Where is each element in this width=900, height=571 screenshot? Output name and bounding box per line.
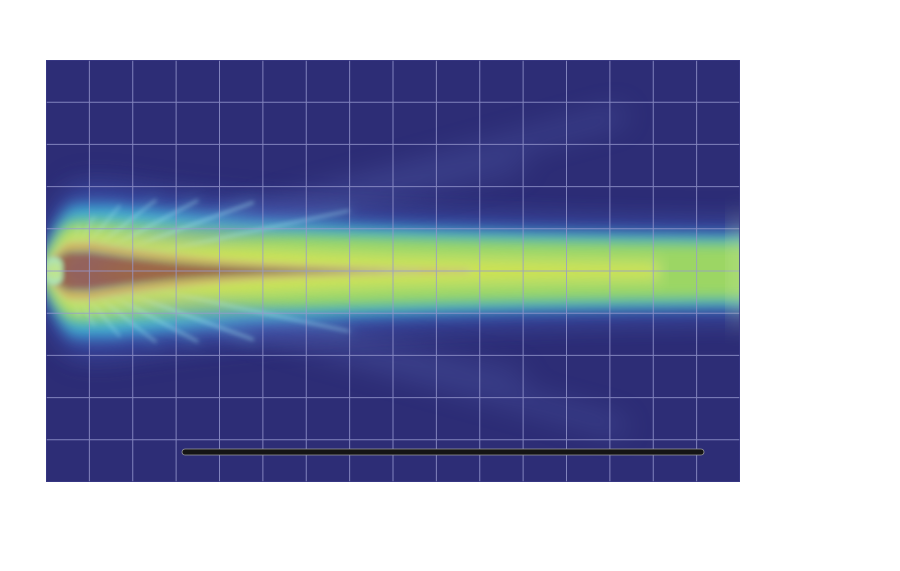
- svg-text:50: 50: [469, 488, 490, 509]
- svg-text:35: 35: [339, 488, 360, 509]
- svg-text:20: 20: [208, 488, 229, 509]
- svg-text:25: 25: [19, 260, 40, 281]
- svg-text:dB: dB: [859, 500, 880, 519]
- svg-text:48: 48: [835, 358, 854, 377]
- svg-text:(m)0: (m)0: [26, 488, 65, 509]
- svg-text:72: 72: [835, 206, 854, 225]
- svg-text:40: 40: [382, 488, 403, 509]
- svg-text:84: 84: [835, 130, 854, 149]
- svg-text:95: 95: [835, 54, 854, 73]
- svg-text:10: 10: [122, 488, 143, 509]
- svg-text:15: 15: [19, 344, 40, 365]
- svg-text:40: 40: [19, 134, 40, 155]
- svg-text:32: 32: [835, 472, 854, 491]
- svg-text:15: 15: [165, 488, 186, 509]
- svg-text:25: 25: [252, 488, 273, 509]
- svg-text:66: 66: [835, 244, 854, 263]
- svg-text:45: 45: [425, 488, 446, 509]
- svg-text:30: 30: [295, 488, 316, 509]
- svg-text:35: 35: [19, 176, 40, 197]
- svg-text:30: 30: [19, 218, 40, 239]
- svg-text:80: 80: [729, 488, 750, 509]
- svg-text:5: 5: [29, 428, 40, 449]
- svg-text:10: 10: [19, 386, 40, 407]
- svg-text:5: 5: [84, 488, 95, 509]
- svg-text:42: 42: [835, 396, 854, 415]
- svg-text:55: 55: [512, 488, 533, 509]
- svg-text:90: 90: [835, 92, 854, 111]
- svg-text:50: 50: [19, 50, 40, 71]
- svg-text:60: 60: [835, 282, 854, 301]
- svg-text:36: 36: [835, 434, 854, 453]
- svg-text:45: 45: [19, 92, 40, 113]
- svg-text:65: 65: [599, 488, 620, 509]
- svg-text:78: 78: [835, 168, 854, 187]
- svg-text:75: 75: [686, 488, 707, 509]
- svg-text:20: 20: [19, 302, 40, 323]
- svg-text:70: 70: [642, 488, 663, 509]
- svg-text:60: 60: [555, 488, 576, 509]
- svg-text:54: 54: [835, 320, 854, 339]
